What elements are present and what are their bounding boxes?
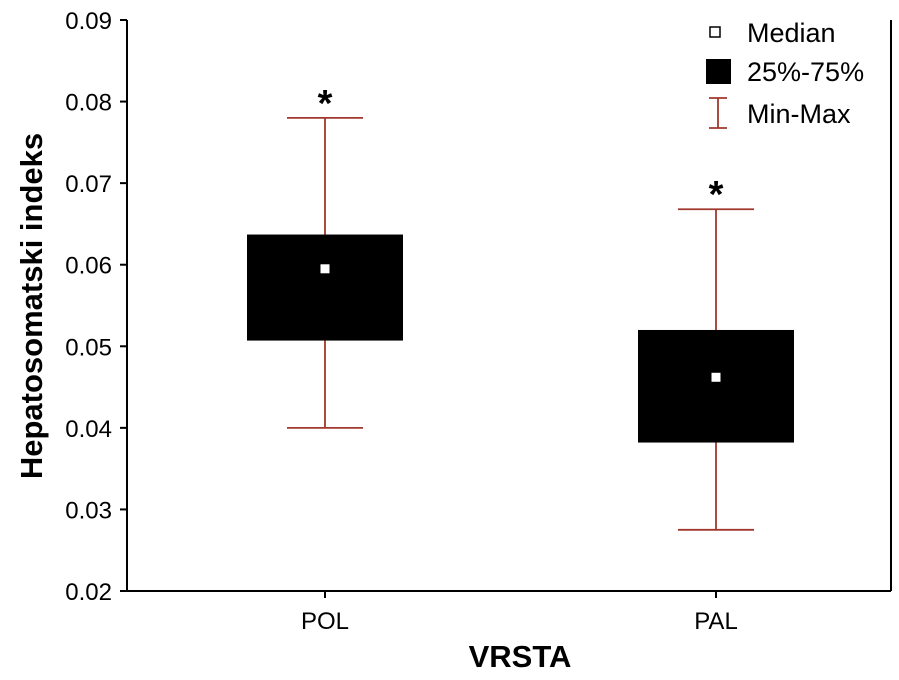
median-marker	[320, 264, 330, 274]
legend-minmax-label: Min-Max	[747, 99, 851, 129]
box-pol: *	[247, 83, 403, 429]
y-tick-label: 0.08	[65, 90, 112, 117]
y-axis-title: Hepatosomatski indeks	[14, 133, 49, 479]
x-axis-title: VRSTA	[469, 639, 572, 674]
y-tick-label: 0.06	[65, 253, 112, 280]
y-ticks: 0.02 0.03 0.04 0.05 0.06 0.07 0.08 0.09	[65, 8, 127, 606]
iqr-box	[638, 329, 794, 443]
axes	[126, 20, 892, 592]
x-ticks: POL PAL	[301, 591, 738, 635]
y-tick-label: 0.04	[65, 416, 112, 443]
box-pal: *	[638, 174, 794, 531]
x-tick-label: POL	[301, 608, 349, 635]
legend-whisker-marker	[709, 97, 727, 129]
y-tick-label: 0.07	[65, 171, 112, 198]
legend-median-marker	[709, 26, 721, 38]
legend: Median 25%-75% Min-Max	[706, 18, 864, 129]
y-tick-label: 0.02	[65, 579, 112, 606]
boxes: **	[247, 83, 794, 531]
y-tick-label: 0.03	[65, 497, 112, 524]
significance-star: *	[318, 83, 333, 125]
x-tick-label: PAL	[694, 608, 738, 635]
y-tick-label: 0.09	[65, 8, 112, 35]
median-marker	[711, 372, 721, 382]
y-tick-label: 0.05	[65, 334, 112, 361]
legend-box-label: 25%-75%	[747, 57, 864, 87]
iqr-box	[247, 234, 403, 341]
legend-median-label: Median	[747, 18, 836, 48]
significance-star: *	[709, 174, 724, 216]
legend-box-marker	[706, 59, 731, 84]
